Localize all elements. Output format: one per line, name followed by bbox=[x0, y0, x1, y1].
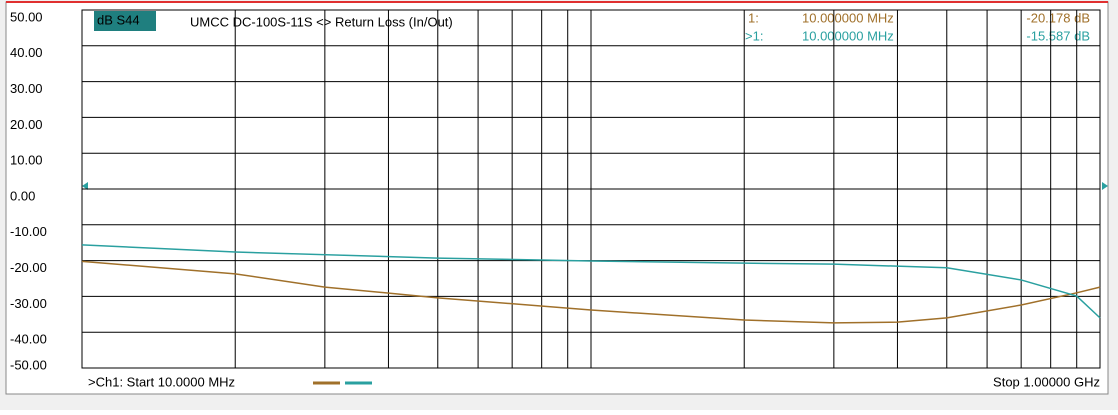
y-tick-label: -20.00 bbox=[10, 260, 47, 275]
trace-title: dB S44 bbox=[97, 12, 140, 27]
subtitle: UMCC DC-100S-11S <> Return Loss (In/Out) bbox=[190, 14, 453, 29]
marker-value: -20.178 dB bbox=[1026, 10, 1090, 25]
start-label: >Ch1: Start 10.0000 MHz bbox=[88, 374, 235, 389]
marker-freq: 10.000000 MHz bbox=[802, 10, 894, 25]
marker-id: 1: bbox=[748, 10, 759, 25]
ref-arrow bbox=[82, 182, 88, 190]
y-tick-label: -40.00 bbox=[10, 332, 47, 347]
y-tick-label: 0.00 bbox=[10, 188, 35, 203]
y-tick-label: -10.00 bbox=[10, 224, 47, 239]
frame bbox=[5, 1, 1109, 395]
y-tick-label: 20.00 bbox=[10, 117, 43, 132]
y-tick-label: -50.00 bbox=[10, 357, 47, 372]
trace bbox=[81, 260, 1101, 324]
marker-freq: 10.000000 MHz bbox=[802, 28, 894, 43]
marker-id: >1: bbox=[745, 28, 763, 43]
plot-border bbox=[81, 9, 1101, 369]
trace bbox=[81, 244, 1101, 319]
ref-arrow bbox=[1102, 182, 1108, 190]
y-tick-label: 30.00 bbox=[10, 81, 43, 96]
stop-label: Stop 1.00000 GHz bbox=[993, 374, 1100, 389]
marker-value: -15.587 dB bbox=[1026, 28, 1090, 43]
y-tick-label: 50.00 bbox=[10, 9, 43, 24]
title-box bbox=[94, 11, 156, 31]
y-tick-label: 40.00 bbox=[10, 45, 43, 60]
y-tick-label: -30.00 bbox=[10, 296, 47, 311]
y-tick-label: 10.00 bbox=[10, 153, 43, 168]
